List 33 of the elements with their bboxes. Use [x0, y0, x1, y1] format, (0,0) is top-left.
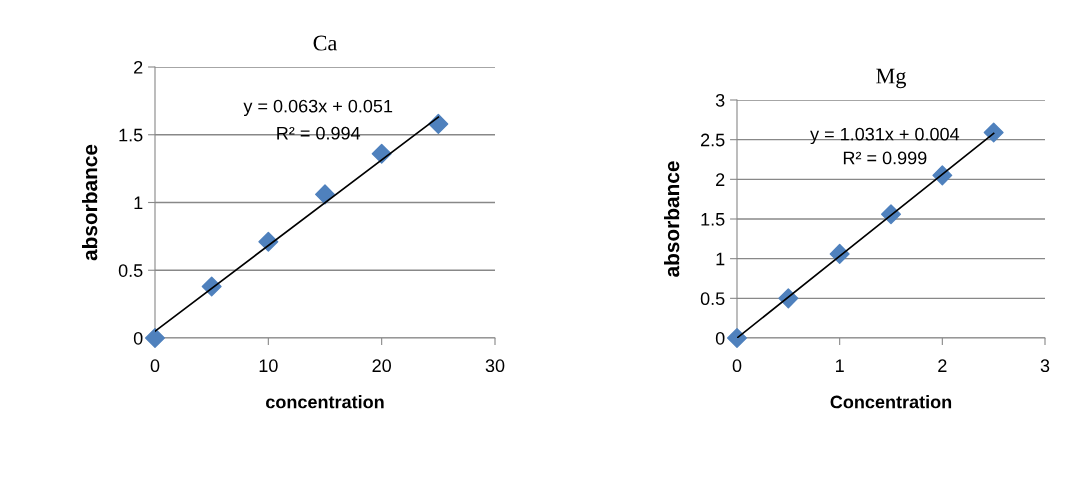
annotation: R² = 0.994 [277, 126, 361, 140]
y-tick-label: 0.5 [118, 264, 143, 277]
y-tick-label: 0.5 [700, 292, 725, 306]
x-tick-label: 0 [732, 359, 742, 373]
chart-title: Ca [313, 35, 338, 51]
annotation: y = 0.063x + 0.051 [243, 99, 393, 117]
point [726, 327, 748, 349]
y-tick-label: 1.5 [701, 213, 725, 226]
y-tick-label: 0 [715, 331, 725, 345]
y-tick-label: 2 [716, 173, 725, 186]
x-tick-label: 2 [938, 359, 947, 372]
annotation: R² = 0.999 [843, 151, 927, 165]
y-axis-title: absorbance [664, 161, 680, 277]
y-tick-label: 1 [134, 196, 143, 210]
y-tick-label: 1.5 [119, 128, 143, 142]
y-tick-label: 3 [715, 93, 725, 107]
point [144, 327, 166, 349]
x-tick-label: 3 [1040, 359, 1050, 373]
x-tick-label: 20 [372, 359, 391, 373]
x-tick-label: 0 [150, 359, 160, 373]
y-axis-title: absorbance [82, 144, 98, 261]
point [983, 122, 1004, 143]
y-tick-label: 1 [716, 252, 725, 266]
x-axis-title: concentration [266, 395, 384, 409]
x-tick-label: 10 [259, 359, 278, 373]
x-tick-label: 1 [836, 359, 844, 372]
chart-title: Mg [876, 68, 907, 89]
y-tick-label: 2 [134, 60, 143, 74]
x-axis-title: Concentration [830, 395, 952, 409]
annotation: y = 1.031x + 0.004 [810, 127, 960, 145]
y-tick-label: 0 [133, 331, 143, 345]
y-tick-label: 2.5 [701, 133, 725, 147]
x-tick-label: 30 [485, 359, 505, 373]
